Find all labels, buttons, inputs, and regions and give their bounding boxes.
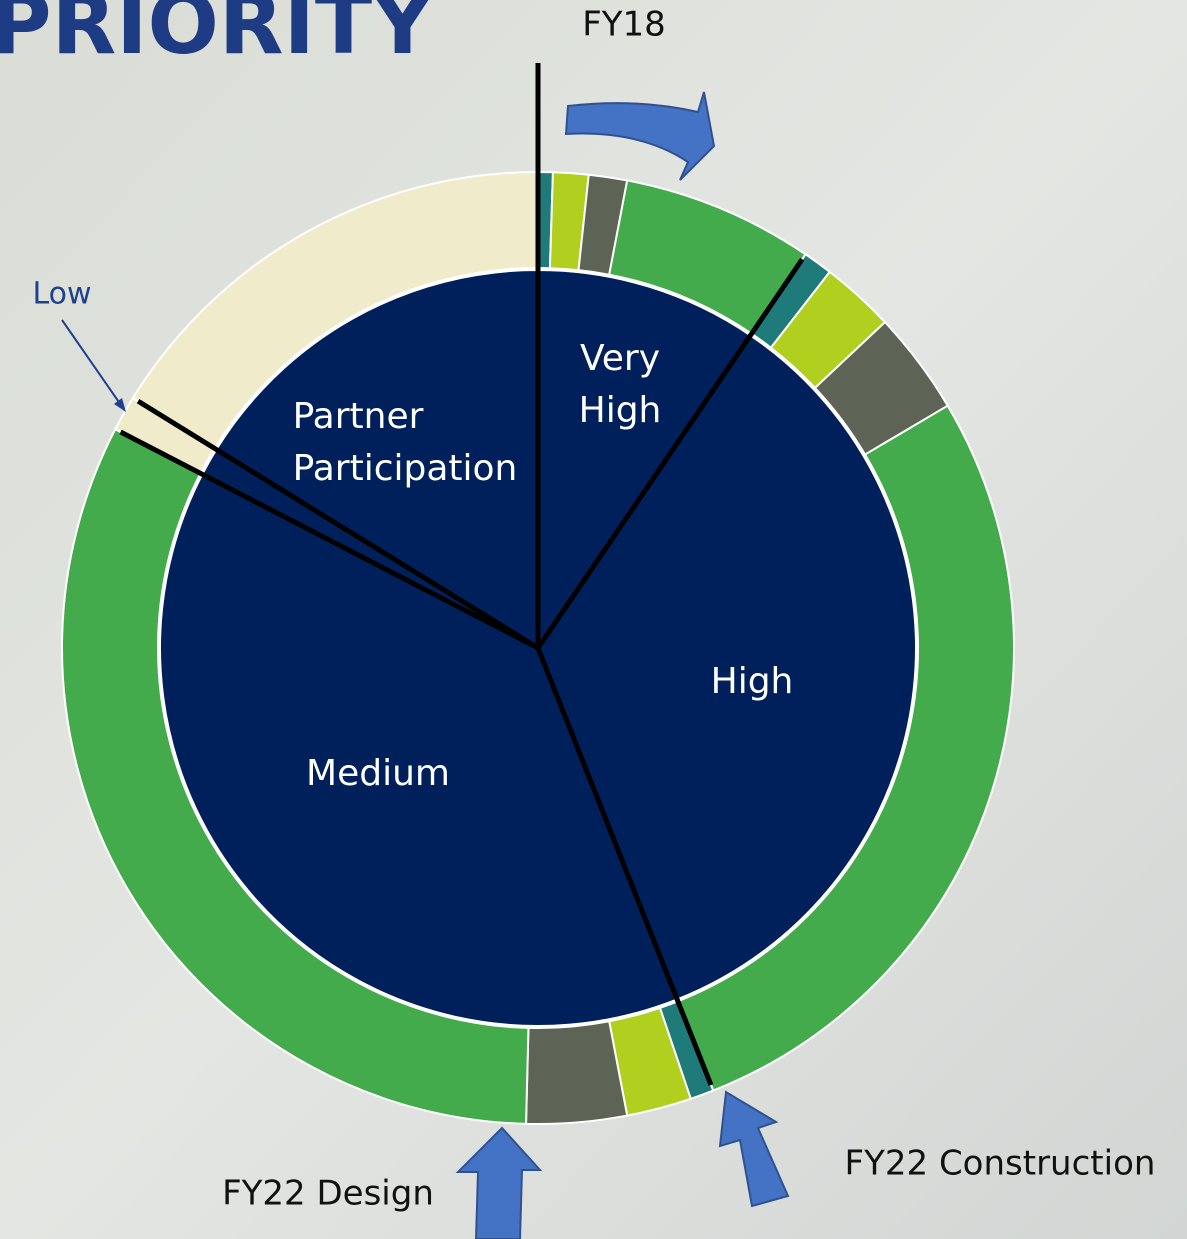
slide-title: PRIORITY: [0, 0, 434, 73]
outer-wedge: [676, 404, 1015, 1092]
separator: [535, 647, 714, 1086]
category-label: Low: [32, 277, 91, 312]
arrow: [718, 1090, 790, 1208]
annotation: FY22 Construction: [845, 1144, 1156, 1184]
separator: [119, 429, 540, 651]
inner-wedge: [214, 268, 539, 650]
arrow: [564, 91, 716, 181]
inner-wedge: [536, 333, 917, 1001]
separator: [535, 257, 805, 650]
category-label: Very High: [579, 338, 662, 431]
outer-wedge: [61, 427, 530, 1125]
separator: [136, 399, 540, 651]
category-label: Partner Participation: [293, 396, 518, 489]
inner-wedge: [159, 472, 679, 1027]
annotation: FY18: [582, 5, 666, 45]
outer-wedge: [525, 1020, 629, 1125]
inner-wedge: [537, 268, 752, 652]
category-label: High: [711, 661, 794, 702]
annotation: FY22 Design: [222, 1174, 434, 1214]
arrow: [455, 1126, 543, 1239]
sunburst: Very High High Medium Low Partner Participatio…: [32, 63, 1015, 1125]
pointer: [61, 319, 124, 409]
category-label: Medium: [306, 753, 450, 794]
pointer-head: [114, 398, 126, 412]
